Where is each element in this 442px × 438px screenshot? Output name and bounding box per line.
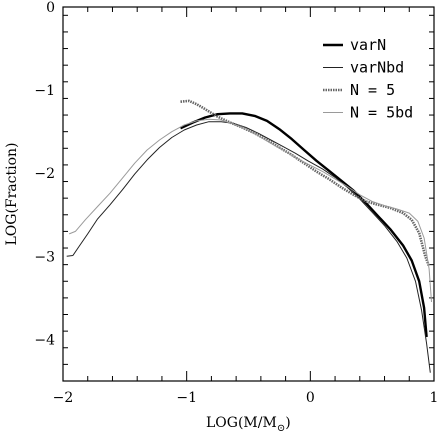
y-tick-label: −1 bbox=[34, 83, 55, 99]
tick-labels: −2 −1 0 1 0 −1 −2 −3 −4 bbox=[34, 0, 438, 406]
x-tick-label: 0 bbox=[306, 390, 315, 406]
series-lines bbox=[66, 99, 432, 373]
y-tick-label: −3 bbox=[34, 249, 55, 265]
x-axis-label-main: LOG(M/M bbox=[206, 415, 277, 431]
x-tick-label: 1 bbox=[430, 390, 439, 406]
legend-label-3: N = 5bd bbox=[350, 104, 413, 122]
axis-ticks bbox=[62, 7, 435, 382]
x-tick-label: −1 bbox=[176, 390, 197, 406]
series-line-0 bbox=[179, 112, 428, 338]
y-tick-label: 0 bbox=[46, 0, 55, 16]
x-axis-label-close: ) bbox=[285, 415, 290, 431]
x-tick-label: −2 bbox=[53, 390, 74, 406]
legend-label-0: varN bbox=[350, 36, 386, 54]
y-tick-label: −2 bbox=[34, 166, 55, 182]
y-axis-label: LOG(Fraction) bbox=[4, 142, 20, 245]
series-line-2 bbox=[180, 99, 431, 267]
series-line-3 bbox=[69, 118, 432, 303]
plot-frame bbox=[62, 6, 435, 382]
legend: varN varNbd N = 5 N = 5bd bbox=[323, 36, 413, 122]
x-axis-label: LOG(M/M⊙) bbox=[206, 415, 291, 434]
legend-label-2: N = 5 bbox=[350, 81, 395, 99]
legend-label-1: varNbd bbox=[350, 59, 404, 77]
x-axis-label-subscript: ⊙ bbox=[277, 423, 285, 434]
series-line-1 bbox=[66, 121, 431, 373]
y-tick-label: −4 bbox=[34, 332, 55, 348]
